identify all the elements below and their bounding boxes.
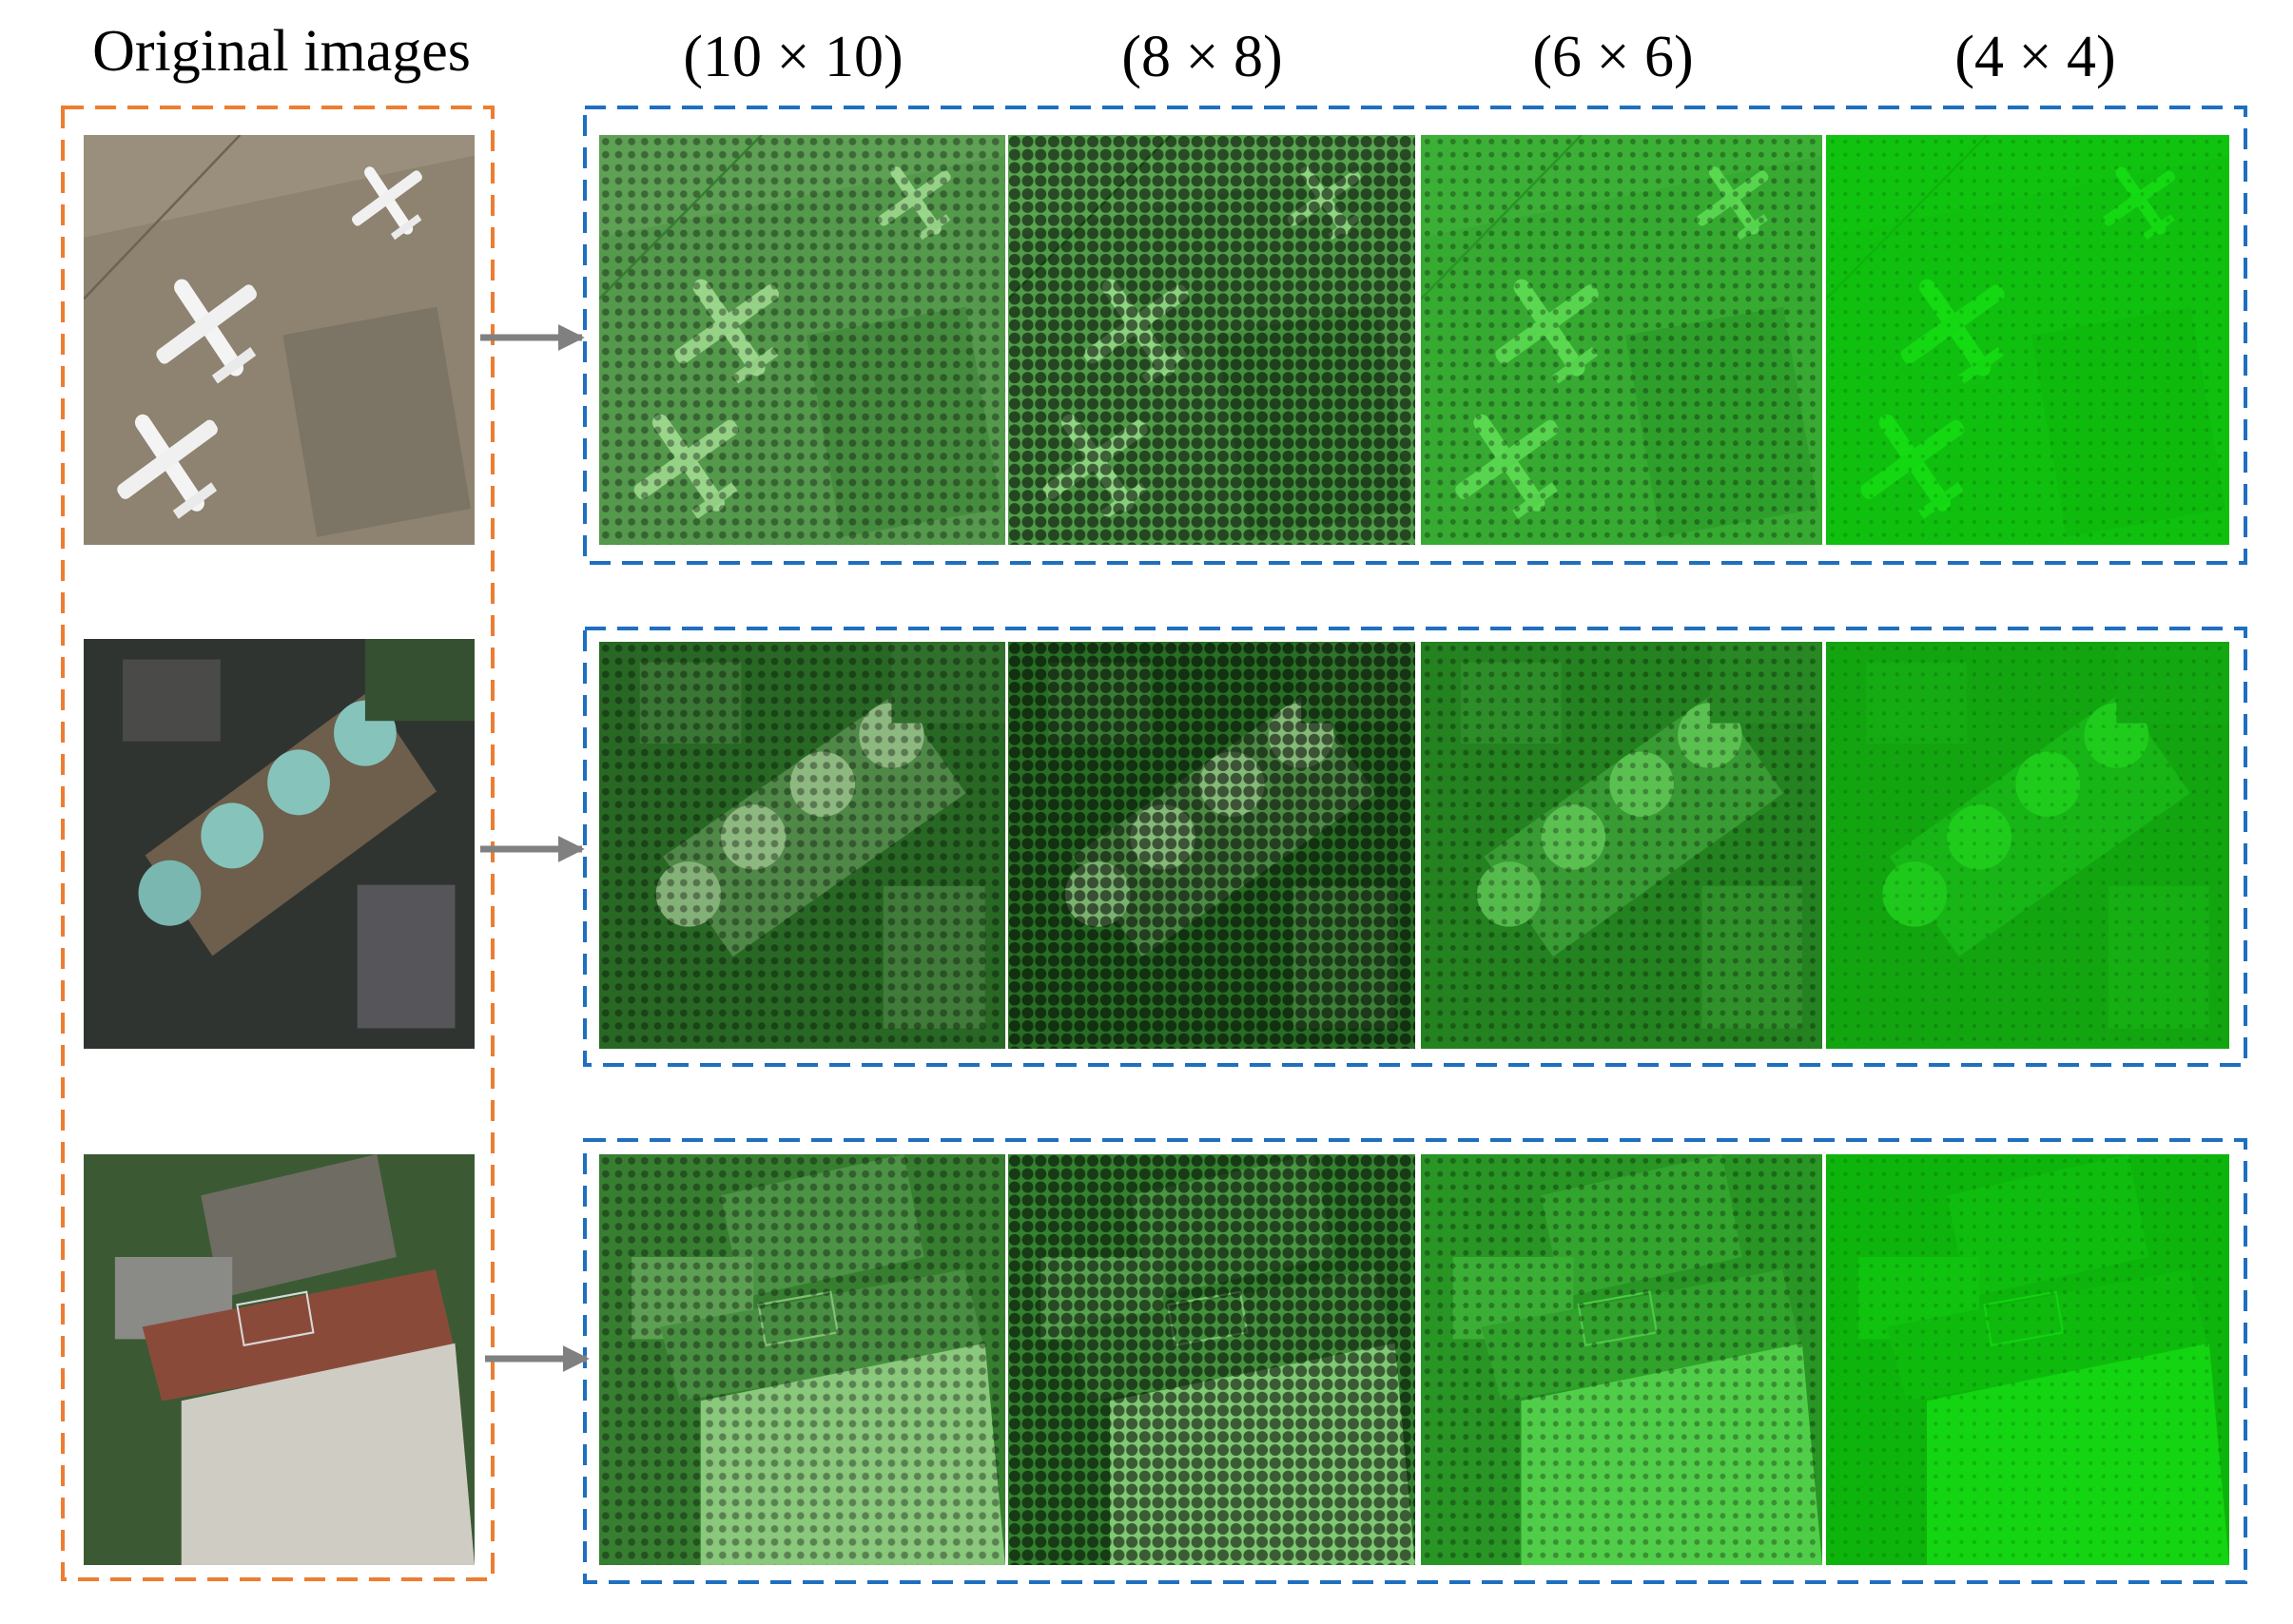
scene-shape bbox=[211, 347, 257, 384]
image-panel bbox=[1421, 642, 1822, 1049]
scene-shape bbox=[357, 884, 456, 1029]
image-panel bbox=[84, 135, 475, 545]
scene-shape bbox=[123, 659, 221, 742]
image-panel bbox=[1826, 1154, 2229, 1565]
scene-shape bbox=[84, 135, 242, 300]
dot-overlay bbox=[1008, 135, 1415, 545]
image-panel bbox=[1826, 135, 2229, 545]
dot-overlay bbox=[1421, 1154, 1822, 1565]
column-title: (10 × 10) bbox=[683, 25, 903, 89]
scene-shape bbox=[117, 414, 218, 519]
image-panel bbox=[1421, 135, 1822, 545]
scene-shape bbox=[117, 419, 218, 499]
image-panel bbox=[1008, 1154, 1415, 1565]
dot-overlay bbox=[1008, 1154, 1415, 1565]
column-title: (6 × 6) bbox=[1532, 25, 1693, 89]
dot-overlay bbox=[599, 1154, 1005, 1565]
scene-shape bbox=[84, 135, 475, 238]
scene-shape bbox=[156, 279, 257, 384]
scene-shape bbox=[267, 749, 330, 816]
image-panel bbox=[1826, 642, 2229, 1049]
image-panel bbox=[599, 642, 1005, 1049]
dot-overlay bbox=[1826, 1154, 2229, 1565]
dot-overlay bbox=[1826, 135, 2229, 545]
dot-overlay bbox=[1421, 642, 1822, 1049]
dot-overlay bbox=[1421, 135, 1822, 545]
image-panel bbox=[1008, 135, 1415, 545]
scene-shape bbox=[364, 639, 475, 722]
result-box bbox=[583, 627, 2247, 1067]
dot-overlay bbox=[1826, 642, 2229, 1049]
image-panel bbox=[84, 639, 475, 1049]
dot-overlay bbox=[1008, 642, 1415, 1049]
result-box bbox=[583, 106, 2247, 565]
image-panel bbox=[599, 1154, 1005, 1565]
scene-shape bbox=[172, 482, 218, 519]
scene-shape bbox=[390, 214, 422, 241]
scene-shape bbox=[201, 1154, 397, 1299]
original-box bbox=[61, 106, 495, 1581]
scene-shape bbox=[236, 1290, 315, 1347]
dot-overlay bbox=[599, 642, 1005, 1049]
original-title: Original images bbox=[92, 19, 471, 84]
scene-shape bbox=[282, 306, 472, 537]
image-panel bbox=[1008, 642, 1415, 1049]
scene-shape bbox=[138, 860, 202, 926]
image-panel bbox=[84, 1154, 475, 1565]
scene-shape bbox=[351, 166, 422, 241]
scene-shape bbox=[351, 170, 422, 226]
scene-shape bbox=[181, 1343, 475, 1565]
column-title: (4 × 4) bbox=[1954, 25, 2115, 89]
scene-shape bbox=[201, 802, 264, 869]
scene-shape bbox=[156, 284, 257, 364]
image-panel bbox=[1421, 1154, 1822, 1565]
image-panel bbox=[599, 135, 1005, 545]
column-title: (8 × 8) bbox=[1121, 25, 1282, 89]
dot-overlay bbox=[599, 135, 1005, 545]
